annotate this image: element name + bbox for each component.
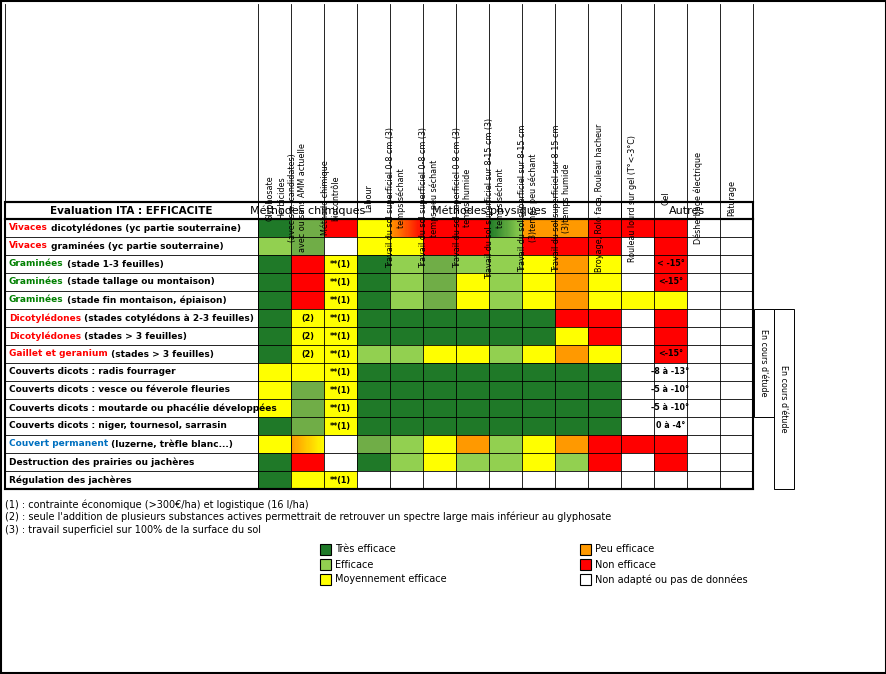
Bar — [258, 471, 291, 489]
Bar — [291, 327, 323, 345]
Text: < -15°: < -15° — [656, 259, 684, 268]
Bar — [356, 417, 390, 435]
Bar — [620, 381, 653, 399]
Text: Graminées: Graminées — [9, 278, 64, 286]
Bar — [295, 435, 297, 453]
Bar — [495, 219, 497, 237]
Bar — [620, 345, 653, 363]
Bar — [5, 471, 258, 489]
Bar — [455, 237, 488, 255]
Bar — [392, 219, 393, 237]
Bar — [522, 327, 555, 345]
Text: Dicotylédones: Dicotylédones — [9, 313, 81, 323]
Bar — [455, 255, 488, 273]
Bar — [392, 219, 394, 237]
Text: Méthode chimique
biocontrôle: Méthode chimique biocontrôle — [320, 160, 340, 235]
Bar — [522, 309, 555, 327]
Bar — [455, 381, 488, 399]
Bar — [513, 219, 514, 237]
Bar — [488, 381, 522, 399]
Text: (2): (2) — [300, 332, 314, 340]
Bar — [323, 327, 356, 345]
Bar — [312, 435, 313, 453]
Bar — [420, 219, 422, 237]
Bar — [408, 219, 410, 237]
Bar — [653, 327, 687, 345]
Text: (stade 1-3 feuilles): (stade 1-3 feuilles) — [64, 259, 163, 268]
Bar — [416, 219, 417, 237]
Bar — [423, 309, 455, 327]
Text: <-15°: <-15° — [657, 278, 682, 286]
Bar — [323, 345, 356, 363]
Bar — [502, 219, 504, 237]
Bar — [258, 453, 291, 471]
Bar — [291, 363, 323, 381]
Bar — [313, 435, 315, 453]
Bar — [323, 255, 356, 273]
Bar — [493, 219, 494, 237]
Bar — [409, 219, 411, 237]
Bar — [419, 219, 421, 237]
Bar — [555, 273, 587, 291]
Bar — [522, 255, 555, 273]
Bar — [307, 435, 308, 453]
Bar — [299, 435, 300, 453]
Text: (2): (2) — [300, 350, 314, 359]
Text: Travail du sol superficiel sur 8-15 cm (3)
temps séchant: Travail du sol superficiel sur 8-15 cm (… — [485, 117, 505, 278]
Bar — [653, 399, 687, 417]
Text: Très efficace: Très efficace — [335, 545, 395, 555]
Bar — [620, 309, 653, 327]
Text: Evaluation ITA : EFFICACITE: Evaluation ITA : EFFICACITE — [51, 206, 213, 216]
Bar — [258, 399, 291, 417]
Bar — [323, 363, 356, 381]
Text: Autres: Autres — [668, 206, 704, 216]
Bar — [356, 291, 390, 309]
Bar — [522, 453, 555, 471]
Bar — [515, 219, 517, 237]
Text: 0 à -4°: 0 à -4° — [655, 421, 684, 431]
Text: Glyphosate: Glyphosate — [265, 175, 274, 221]
Bar — [305, 435, 307, 453]
Bar — [314, 435, 315, 453]
Text: (1) : contrainte économique (>300€/ha) et logistique (16 l/ha): (1) : contrainte économique (>300€/ha) e… — [5, 499, 308, 510]
Bar — [620, 273, 653, 291]
Text: (stades > 3 feuilles): (stades > 3 feuilles) — [107, 350, 214, 359]
Bar — [5, 363, 258, 381]
Bar — [653, 471, 687, 489]
Text: (stade fin montaison, épiaison): (stade fin montaison, épiaison) — [64, 295, 226, 305]
Bar — [291, 435, 292, 453]
Bar — [587, 237, 620, 255]
Bar — [511, 219, 513, 237]
Bar — [258, 219, 291, 237]
Text: Désherbage électrique: Désherbage électrique — [693, 152, 703, 244]
Bar — [323, 435, 324, 453]
Text: Pâturage: Pâturage — [727, 180, 735, 216]
Bar — [423, 291, 455, 309]
Bar — [653, 453, 687, 471]
Bar — [555, 291, 587, 309]
Bar — [291, 219, 323, 237]
Text: Herbicides
(avec s.a. candidates)
avec ou sans AMM actuelle: Herbicides (avec s.a. candidates) avec o… — [277, 144, 307, 253]
Bar — [687, 363, 719, 381]
Bar — [356, 363, 390, 381]
Bar — [504, 219, 505, 237]
Bar — [395, 219, 397, 237]
Bar — [310, 435, 312, 453]
Bar — [323, 435, 356, 453]
Bar — [323, 453, 356, 471]
Bar — [555, 471, 587, 489]
Bar — [497, 219, 499, 237]
Text: **(1): **(1) — [330, 295, 351, 305]
Bar — [488, 273, 522, 291]
Text: En cours d'étude: En cours d'étude — [779, 365, 788, 433]
Bar — [5, 345, 258, 363]
Bar — [403, 219, 404, 237]
Bar — [501, 219, 503, 237]
Bar — [5, 255, 258, 273]
Bar — [620, 291, 653, 309]
Bar — [390, 291, 423, 309]
Bar — [455, 453, 488, 471]
Bar — [555, 327, 587, 345]
Bar — [5, 237, 258, 255]
Bar — [258, 309, 291, 327]
